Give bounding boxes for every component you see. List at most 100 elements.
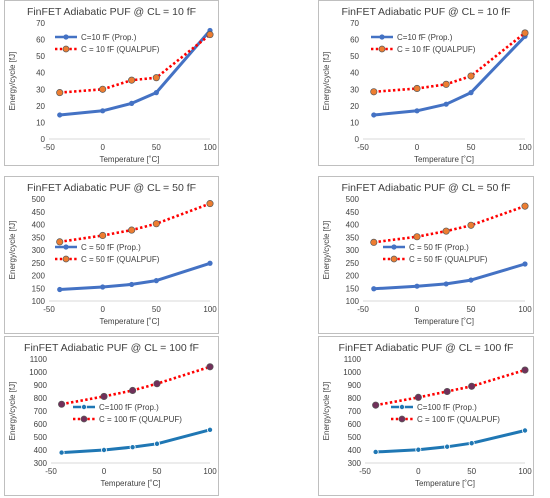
y-axis-label: Energy/cycle [fJ] [322, 221, 331, 280]
y-tick-label: 20 [36, 102, 45, 111]
series-line-qualpuf [59, 33, 211, 94]
y-tick-label: 500 [32, 195, 46, 204]
data-point-qualpuf [152, 74, 160, 82]
y-tick-label: 250 [346, 259, 360, 268]
data-point-proposed [443, 281, 449, 287]
data-point-proposed [522, 261, 528, 267]
x-tick-label: -50 [357, 305, 369, 314]
data-point-proposed [521, 427, 528, 434]
y-tick-label: 60 [350, 36, 359, 45]
y-tick-label: 600 [34, 420, 48, 429]
x-axis-label: Temperature [˚C] [414, 155, 474, 164]
y-tick-label: 900 [34, 381, 48, 390]
y-axis-label: Energy/cycle [fJ] [322, 52, 331, 111]
data-point-qualpuf [521, 366, 529, 374]
data-point-qualpuf [414, 393, 422, 401]
y-tick-label: 200 [346, 272, 360, 281]
y-tick-label: 70 [36, 19, 45, 28]
data-point-qualpuf [521, 202, 529, 210]
data-point-proposed [414, 108, 420, 114]
x-axis-label: Temperature [˚C] [100, 479, 160, 488]
x-tick-label: 50 [467, 143, 476, 152]
y-tick-label: 800 [34, 394, 48, 403]
legend-label-proposed: C=10 fF (Prop.) [81, 33, 137, 42]
y-tick-label: 300 [348, 459, 362, 468]
chart-panel-6: FinFET Adiabatic PUF @ CL = 100 fF 300 400… [318, 336, 534, 496]
chart-4: FinFET Adiabatic PUF @ CL = 50 fF 100 150 2… [322, 182, 532, 326]
data-point-qualpuf [370, 88, 378, 96]
y-tick-label: 20 [350, 102, 359, 111]
y-tick-label: 50 [350, 52, 359, 61]
legend-label-proposed: C=10 fF (Prop.) [397, 33, 453, 42]
y-tick-label: 1000 [29, 368, 47, 377]
y-tick-label: 900 [348, 381, 362, 390]
x-tick-label: 100 [203, 305, 217, 314]
data-point-proposed [372, 448, 379, 455]
legend-label-proposed: C = 50 fF (Prop.) [409, 243, 469, 252]
series-line-proposed [58, 29, 212, 117]
y-tick-label: 0 [41, 135, 46, 144]
data-point-proposed [414, 283, 420, 289]
y-tick-label: 400 [32, 221, 46, 230]
data-point-qualpuf [442, 227, 450, 235]
chart-panel-5: FinFET Adiabatic PUF @ CL = 100 fF 300 400… [4, 336, 219, 496]
x-axis-label: Temperature [˚C] [414, 317, 474, 326]
legend-label-qualpuf: C = 10 fF (QUALPUF) [81, 45, 160, 54]
data-point-proposed [153, 278, 159, 284]
legend-label-proposed: C = 50 fF (Prop.) [81, 243, 141, 252]
data-point-qualpuf [372, 401, 380, 409]
x-tick-label: 0 [415, 143, 420, 152]
data-point-qualpuf [442, 80, 450, 88]
data-point-qualpuf [99, 85, 107, 93]
legend-marker-qualpuf [390, 255, 398, 263]
series-line-proposed [372, 262, 527, 291]
data-point-qualpuf [56, 238, 64, 246]
x-tick-label: -50 [359, 467, 371, 476]
data-point-proposed [153, 90, 159, 96]
legend-marker-qualpuf [80, 415, 88, 423]
y-tick-label: 450 [346, 208, 360, 217]
data-point-proposed [129, 100, 135, 106]
y-tick-label: 1000 [343, 368, 361, 377]
legend-marker-qualpuf [62, 45, 70, 53]
chart-3: FinFET Adiabatic PUF @ CL = 50 fF 100 150 2… [8, 182, 217, 326]
chart-title: FinFET Adiabatic PUF @ CL = 10 fF [341, 6, 510, 18]
legend-label-qualpuf: C = 100 fF (QUALPUF) [417, 415, 500, 424]
x-tick-label: 0 [100, 143, 105, 152]
data-point-qualpuf [99, 231, 107, 240]
data-point-qualpuf [206, 31, 214, 39]
chart-panel-4: FinFET Adiabatic PUF @ CL = 50 fF 100 150 2… [318, 176, 534, 334]
x-tick-label: -50 [43, 143, 55, 152]
series-line-qualpuf [373, 204, 526, 244]
y-axis-label: Energy/cycle [fJ] [8, 221, 17, 280]
y-tick-label: 10 [36, 118, 45, 127]
data-point-qualpuf [152, 220, 160, 228]
chart-title: FinFET Adiabatic PUF @ CL = 10 fF [27, 6, 196, 18]
chart-title: FinFET Adiabatic PUF @ CL = 100 fF [339, 342, 514, 354]
chart-panel-2: FinFET Adiabatic PUF @ CL = 10 fF 0 10 20 30… [318, 0, 534, 166]
x-tick-label: 0 [102, 467, 107, 476]
data-point-qualpuf [56, 89, 64, 97]
data-point-qualpuf [206, 363, 214, 371]
data-point-proposed [100, 108, 106, 114]
x-tick-label: 50 [152, 305, 161, 314]
y-tick-label: 600 [348, 420, 362, 429]
chart-panel-3: FinFET Adiabatic PUF @ CL = 50 fF 100 150 2… [4, 176, 219, 334]
y-tick-label: 100 [32, 297, 46, 306]
y-tick-label: 400 [348, 446, 362, 455]
y-tick-label: 500 [346, 195, 360, 204]
data-point-proposed [101, 447, 108, 454]
y-tick-label: 300 [32, 246, 46, 255]
chart-title: FinFET Adiabatic PUF @ CL = 50 fF [341, 182, 510, 194]
y-tick-label: 40 [350, 69, 359, 78]
y-axis-label: Energy/cycle [fJ] [322, 382, 331, 441]
data-point-proposed [57, 112, 63, 118]
data-point-qualpuf [467, 72, 475, 80]
x-tick-label: 100 [203, 143, 217, 152]
y-axis-label: Energy/cycle [fJ] [8, 382, 17, 441]
legend-label-qualpuf: C = 10 fF (QUALPUF) [397, 45, 476, 54]
data-point-qualpuf [129, 386, 137, 395]
legend-marker-proposed [81, 404, 88, 411]
data-point-qualpuf [128, 226, 136, 234]
data-point-qualpuf [413, 233, 421, 241]
